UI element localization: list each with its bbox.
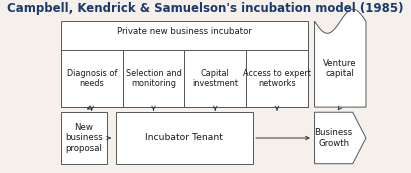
FancyBboxPatch shape [115, 112, 253, 164]
Text: Campbell, Kendrick & Samuelson's incubation model (1985): Campbell, Kendrick & Samuelson's incubat… [7, 2, 403, 15]
Text: Venture
capital: Venture capital [323, 59, 357, 78]
FancyBboxPatch shape [246, 51, 308, 107]
FancyBboxPatch shape [122, 51, 185, 107]
FancyBboxPatch shape [185, 51, 246, 107]
Text: Selection and
monitoring: Selection and monitoring [125, 69, 181, 88]
Text: Private new business incubator: Private new business incubator [117, 27, 252, 36]
Text: Incubator Tenant: Incubator Tenant [145, 134, 223, 143]
Text: New
business
proposal: New business proposal [65, 123, 103, 153]
FancyBboxPatch shape [61, 112, 107, 164]
Text: Access to expert
networks: Access to expert networks [243, 69, 311, 88]
FancyBboxPatch shape [61, 51, 122, 107]
Text: Diagnosis of
needs: Diagnosis of needs [67, 69, 117, 88]
FancyBboxPatch shape [61, 21, 308, 107]
Text: Business
Growth: Business Growth [314, 128, 353, 148]
Polygon shape [314, 9, 366, 107]
Polygon shape [314, 112, 366, 164]
Text: Capital
investment: Capital investment [192, 69, 238, 88]
